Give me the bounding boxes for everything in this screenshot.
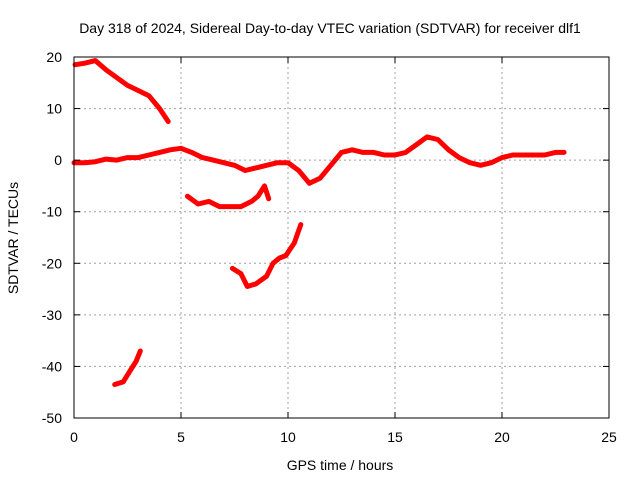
y-tick-label: -50	[42, 410, 62, 426]
x-tick-label: 15	[387, 429, 403, 445]
x-tick-label: 25	[601, 429, 617, 445]
series-line-arc-2	[71, 134, 567, 186]
plot-frame	[73, 56, 610, 419]
y-tick-label: -10	[42, 204, 62, 220]
x-tick-label: 5	[177, 429, 185, 445]
series-line-arc-4	[229, 222, 304, 289]
y-tick-label: 0	[54, 152, 62, 168]
chart-title: Day 318 of 2024, Sidereal Day-to-day VTE…	[79, 20, 581, 36]
series-group	[71, 58, 567, 387]
y-tick-label: -40	[42, 358, 62, 374]
ticks: 0 5 10 15 20 25 -50 -40 -30 -20 -10 0 10 20	[42, 49, 617, 445]
y-tick-label: 10	[46, 101, 62, 117]
grid	[74, 57, 609, 418]
x-tick-label: 0	[70, 429, 78, 445]
series-line-arc-3	[184, 183, 272, 210]
y-tick-label: -20	[42, 255, 62, 271]
x-axis-label: GPS time / hours	[287, 457, 394, 473]
series-line-arc-5	[112, 348, 143, 387]
y-tick-label: -30	[42, 307, 62, 323]
x-tick-label: 20	[494, 429, 510, 445]
y-axis-label: SDTVAR / TECUs	[5, 182, 21, 294]
y-tick-label: 20	[46, 49, 62, 65]
x-tick-label: 10	[280, 429, 296, 445]
series-line-arc-1	[72, 58, 171, 124]
